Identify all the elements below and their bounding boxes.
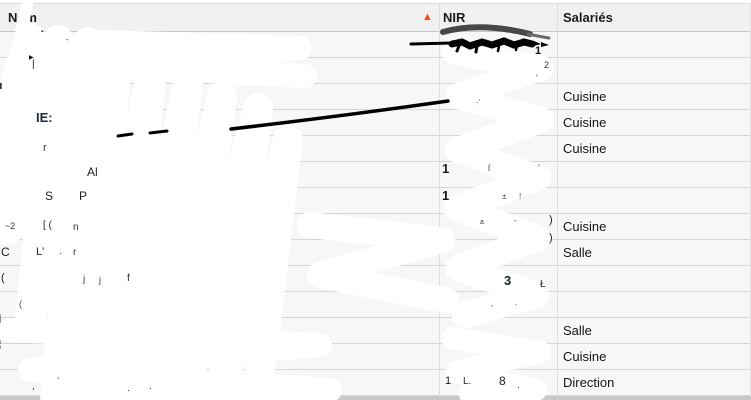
column-header-salaries[interactable]: Salariés [563, 10, 613, 25]
table-body: Cuisine Cuisine Cuisine Cuisine Salle [0, 32, 751, 396]
column-header-nir[interactable]: NIR [443, 10, 466, 25]
column-divider-nom-nir [439, 3, 440, 397]
table-row[interactable] [0, 292, 751, 318]
salaries-cell: Direction [563, 375, 615, 390]
table-row[interactable]: Salle [0, 318, 751, 344]
salaries-cell: Cuisine [563, 115, 607, 130]
salaries-cell: Salle [563, 245, 592, 260]
salaries-cell: Cuisine [563, 219, 607, 234]
table-row[interactable]: Cuisine [0, 344, 751, 370]
table-row[interactable] [0, 162, 751, 188]
table-row[interactable]: Cuisine [0, 110, 751, 136]
column-header-nom[interactable]: Nom [8, 10, 37, 25]
salaries-cell: Salle [563, 323, 592, 338]
table-row[interactable]: Salle [0, 240, 751, 266]
table-header: Nom ▲ NIR Salariés [0, 3, 751, 32]
column-divider-nir-salaries [557, 3, 558, 397]
table-row[interactable]: Cuisine [0, 84, 751, 110]
table-row[interactable] [0, 188, 751, 214]
salaries-cell: Cuisine [563, 141, 607, 156]
table-row[interactable] [0, 266, 751, 292]
table-row[interactable]: Cuisine [0, 136, 751, 162]
table-row[interactable] [0, 32, 751, 58]
table-row[interactable] [0, 58, 751, 84]
salaries-cell: Cuisine [563, 349, 607, 364]
table-row[interactable]: Direction [0, 370, 751, 396]
table-row[interactable]: Cuisine [0, 214, 751, 240]
salaries-cell: Cuisine [563, 89, 607, 104]
bottom-window-edge [0, 396, 751, 400]
sort-ascending-icon: ▲ [422, 11, 433, 23]
